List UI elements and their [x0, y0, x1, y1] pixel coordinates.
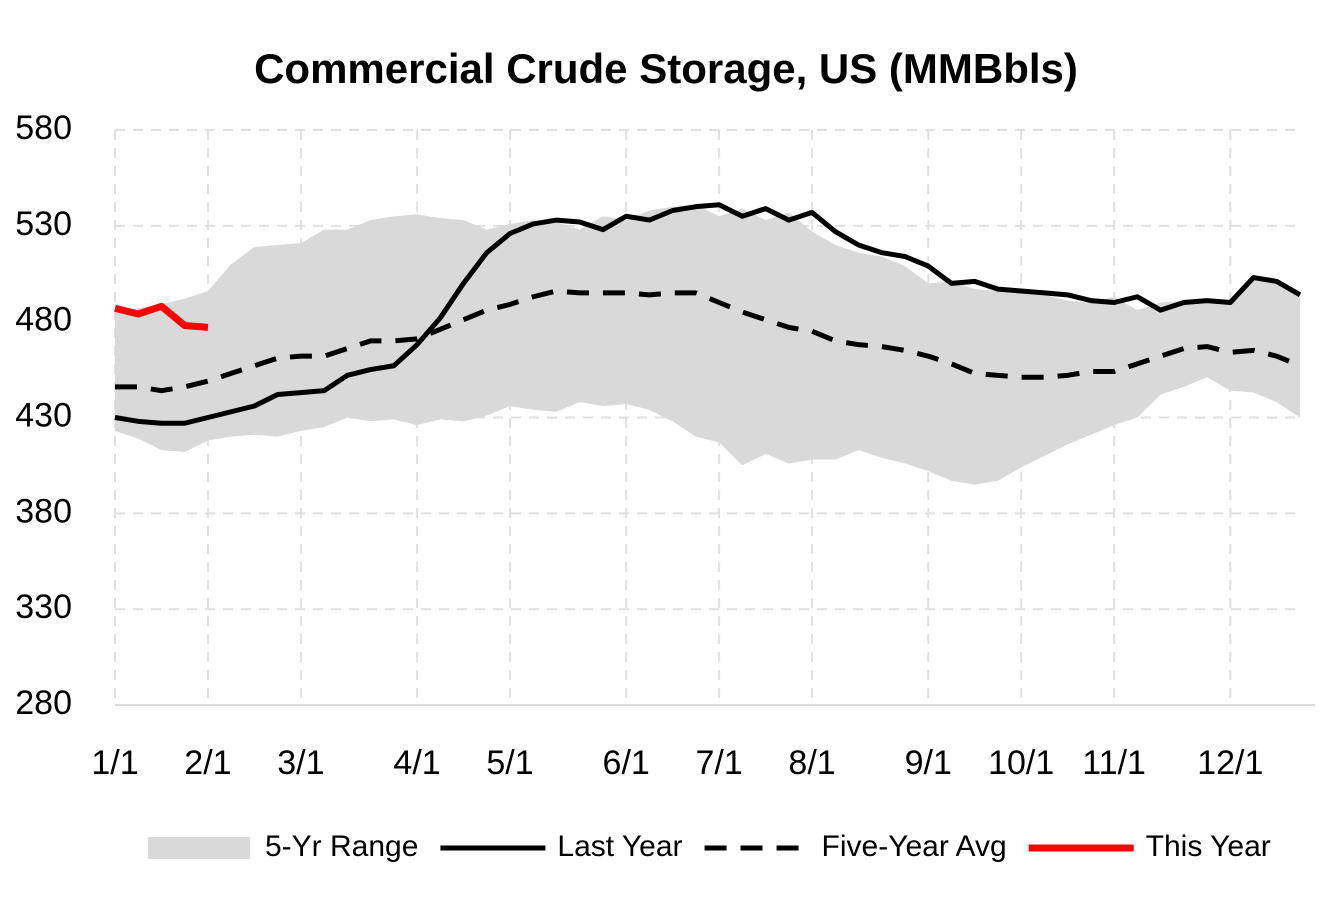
x-tick-label: 5/1	[486, 744, 533, 782]
y-tick-label: 480	[15, 301, 72, 339]
y-tick-label: 430	[15, 396, 72, 434]
chart-title: Commercial Crude Storage, US (MMBbls)	[254, 45, 1078, 92]
series-line	[114, 202, 1302, 426]
y-tick-label: 380	[15, 492, 72, 530]
x-tick-label: 12/1	[1197, 744, 1263, 782]
y-tick-label: 530	[15, 205, 72, 243]
legend-label: 5-Yr Range	[265, 830, 418, 863]
x-tick-label: 1/1	[91, 744, 138, 782]
x-tick-label: 9/1	[905, 744, 952, 782]
legend-label: Last Year	[557, 830, 682, 863]
y-tick-label: 280	[15, 684, 72, 722]
x-tick-label: 7/1	[695, 744, 742, 782]
legend-swatch	[148, 837, 250, 859]
series-line	[114, 302, 209, 331]
legend-label: Five-Year Avg	[822, 830, 1007, 863]
x-tick-label: 3/1	[277, 744, 324, 782]
x-tick-label: 4/1	[393, 744, 440, 782]
legend-label: This Year	[1146, 830, 1271, 863]
x-tick-label: 8/1	[788, 744, 835, 782]
series-line	[115, 288, 1301, 394]
x-tick-label: 6/1	[603, 744, 650, 782]
x-tick-label: 11/1	[1082, 744, 1146, 782]
x-tick-label: 2/1	[184, 744, 231, 782]
range-band	[115, 204, 1300, 485]
y-tick-label: 580	[15, 109, 72, 147]
x-tick-label: 10/1	[988, 744, 1054, 782]
y-tick-label: 330	[15, 588, 72, 626]
